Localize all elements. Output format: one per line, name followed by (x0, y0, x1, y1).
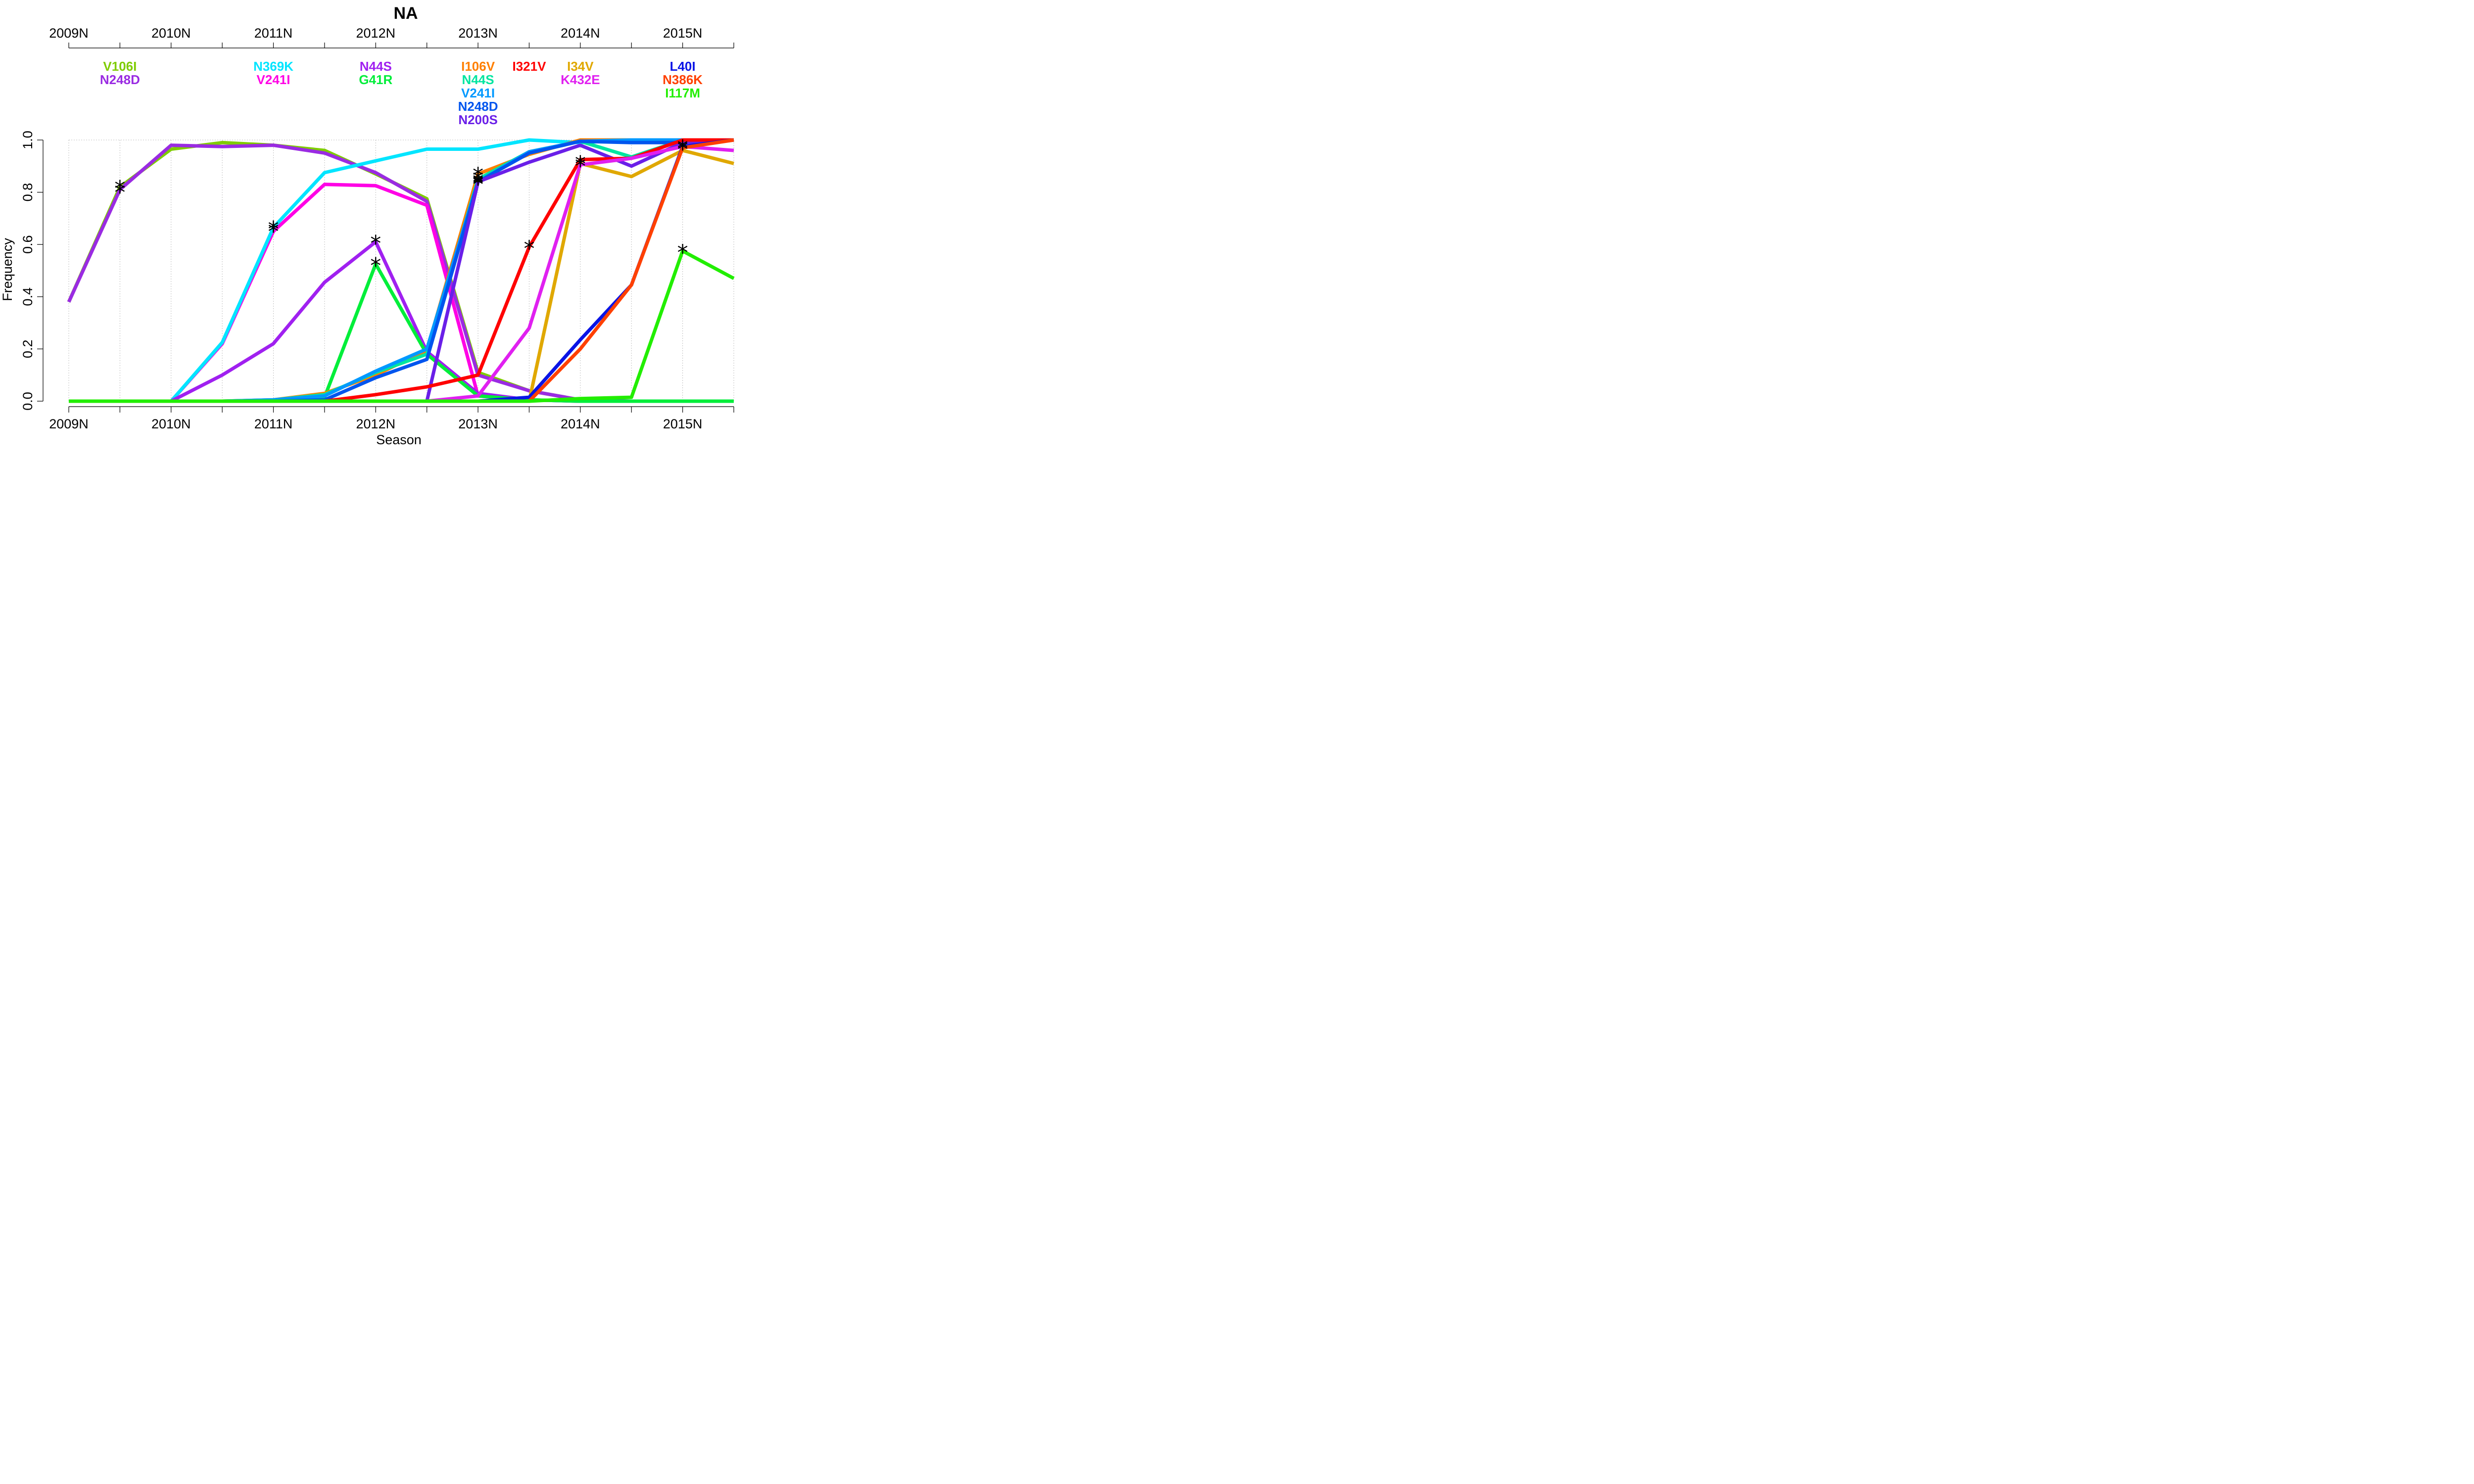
y-axis: 0.0 0.2 0.4 0.6 0.8 1.0 (20, 131, 44, 411)
mutation-label: K432E (561, 72, 600, 87)
y-axis-label: Frequency (0, 238, 15, 301)
star-marker: * (523, 236, 534, 261)
mutation-label: N248D (458, 99, 498, 114)
star-marker: * (473, 170, 483, 195)
star-marker: * (370, 253, 381, 278)
mutation-label: I34V (567, 59, 594, 74)
bottom-season-tick-label: 2011N (254, 417, 293, 431)
star-marker: * (268, 217, 279, 242)
star-marker: * (473, 172, 483, 197)
mutation-label: N386K (663, 72, 703, 87)
star-marker: * (114, 176, 125, 201)
star-marker: * (575, 154, 586, 179)
bottom-season-tick-label: 2012N (356, 417, 396, 431)
y-tick-label: 0.6 (20, 235, 35, 254)
top-season-tick-label: 2014N (561, 26, 600, 41)
top-season-tick-label: 2015N (663, 26, 703, 41)
bottom-season-tick-label: 2013N (458, 417, 498, 431)
mutation-label: I117M (665, 86, 700, 100)
star-marker: * (370, 231, 381, 256)
series-line-n44s (69, 240, 734, 403)
series-line-g41r (69, 262, 734, 403)
mutation-label: L40I (670, 59, 696, 74)
mutation-label-groups: V106IN248DN369KV241IN44SG41RI106VN44SV24… (100, 59, 703, 127)
y-tick-label: 0.8 (20, 183, 35, 202)
star-markers: **** ************* (114, 136, 688, 278)
mutation-label: N44S (462, 72, 494, 87)
top-season-tick-label: 2013N (458, 26, 498, 41)
star-marker: * (114, 180, 125, 205)
frequency-line-chart: NA 2009N 2010N 2011N 2012N 2013N 2014N 2015N 2… (0, 4, 735, 447)
series-lines (67, 138, 735, 403)
bottom-season-tick-label: 2014N (561, 417, 600, 431)
bottom-season-tick-label: 2010N (151, 417, 191, 431)
mutation-label: G41R (359, 72, 392, 87)
star-marker: * (268, 219, 279, 244)
top-season-axis: 2009N 2010N 2011N 2012N 2013N 2014N 2015N (49, 26, 734, 48)
mutation-label: N369K (253, 59, 293, 74)
top-season-tick-label: 2009N (49, 26, 89, 41)
mutation-label: V241I (461, 86, 495, 100)
y-tick-label: 0.4 (20, 287, 35, 306)
star-marker: * (677, 240, 688, 265)
mutation-label: V241I (257, 72, 290, 87)
mutation-label: N248D (100, 72, 140, 87)
mutation-label: N44S (360, 59, 392, 74)
y-tick-label: 0.2 (20, 340, 35, 359)
bottom-season-tick-label: 2009N (49, 417, 89, 431)
x-axis-label: Season (376, 432, 422, 447)
chart-title: NA (393, 4, 418, 23)
top-season-tick-label: 2011N (254, 26, 293, 41)
star-marker: * (473, 163, 483, 188)
star-marker: * (473, 167, 483, 192)
y-tick-label: 1.0 (20, 131, 35, 149)
star-marker: * (677, 137, 688, 162)
top-season-tick-label: 2012N (356, 26, 396, 41)
star-marker: * (575, 151, 586, 177)
star-marker: * (677, 136, 688, 161)
y-tick-label: 0.0 (20, 392, 35, 411)
mutation-label: I106V (461, 59, 495, 74)
series-line-i117m (69, 249, 735, 403)
bottom-season-tick-label: 2015N (663, 417, 703, 431)
top-season-tick-label: 2010N (151, 26, 191, 41)
mutation-label: I321V (512, 59, 546, 74)
mutation-label: V106I (103, 59, 137, 74)
mutation-label: N200S (458, 112, 498, 127)
series-line-n44s (69, 138, 734, 403)
star-marker: * (473, 171, 483, 196)
bottom-season-axis: 2009N 2010N 2011N 2012N 2013N 2014N 2015N (49, 406, 734, 431)
